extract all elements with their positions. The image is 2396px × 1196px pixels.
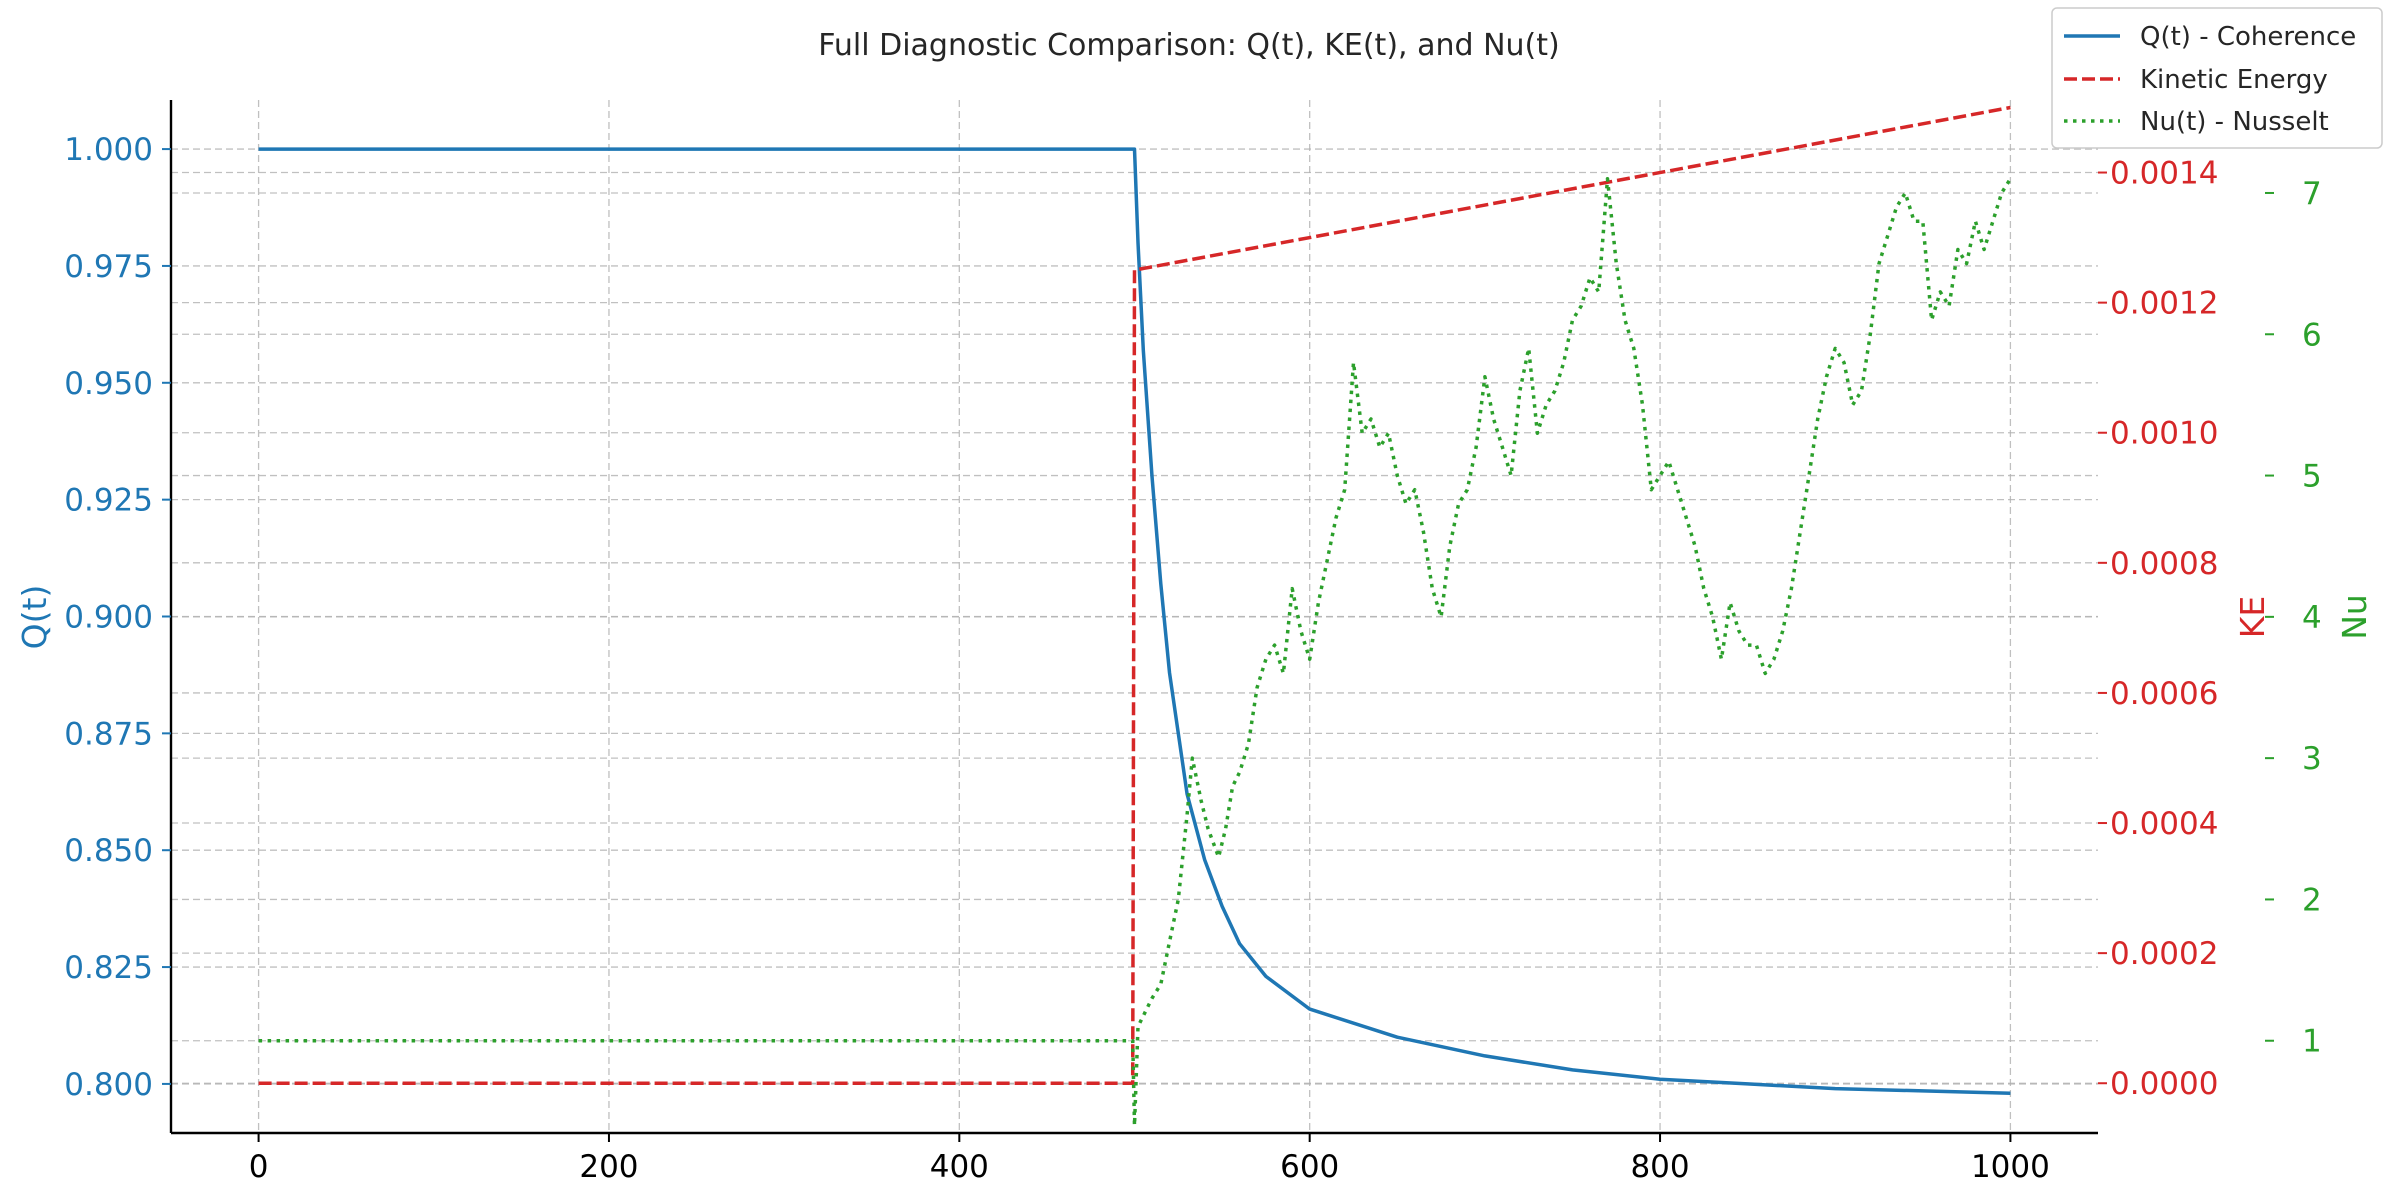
series-line-q xyxy=(258,147,2011,1096)
ke-tick-label: 0.0008 xyxy=(2110,546,2218,582)
series-line-ke xyxy=(258,105,2011,1085)
x-tick-label: 200 xyxy=(579,1149,638,1185)
x-tick-label: 800 xyxy=(1630,1149,1689,1185)
nu-tick-label: 3 xyxy=(2302,741,2322,777)
legend-label-ke: Kinetic Energy xyxy=(2140,65,2328,95)
nu-axis-ticks: 1 2 3 4 5 6 7 xyxy=(2265,176,2322,1060)
nu-tick-label: 2 xyxy=(2302,882,2322,918)
series-layer xyxy=(258,105,2012,1128)
ke-tick-label: 0.0012 xyxy=(2110,286,2218,322)
legend-label-nu: Nu(t) - Nusselt xyxy=(2140,107,2329,137)
ke-tick-label: 0.0006 xyxy=(2110,676,2218,712)
ke-tick-label: 0.0002 xyxy=(2110,936,2218,972)
x-tick-label: 1000 xyxy=(1971,1149,2050,1185)
q-tick-label: 0.975 xyxy=(64,249,153,285)
q-axis-label: Q(t) xyxy=(15,585,54,650)
x-tick-label: 600 xyxy=(1280,1149,1339,1185)
nu-tick-label: 4 xyxy=(2302,600,2322,636)
legend-box xyxy=(2051,7,2383,149)
q-tick-label: 0.900 xyxy=(64,600,153,636)
q-tick-label: 0.925 xyxy=(64,483,153,519)
ke-axis-label: KE xyxy=(2233,596,2272,639)
legend-label-q: Q(t) - Coherence xyxy=(2140,22,2356,52)
ke-tick-label: 0.0014 xyxy=(2110,156,2218,192)
q-tick-label: 0.850 xyxy=(64,833,153,869)
chart-title: Full Diagnostic Comparison: Q(t), KE(t),… xyxy=(818,28,1559,63)
legend: Q(t) - Coherence Kinetic Energy Nu(t) - … xyxy=(2051,7,2383,149)
x-tick-label: 400 xyxy=(930,1149,989,1185)
x-tick-label: 0 xyxy=(249,1149,269,1185)
q-tick-label: 0.950 xyxy=(64,366,153,402)
nu-axis-label: Nu xyxy=(2335,594,2374,640)
nu-tick-label: 7 xyxy=(2302,176,2322,212)
nu-tick-label: 5 xyxy=(2302,459,2322,495)
q-axis-ticks: 0.800 0.825 0.850 0.875 0.900 0.925 0.950 0.975… xyxy=(64,132,171,1103)
q-tick-label: 1.000 xyxy=(64,132,153,168)
ke-tick-label: 0.0004 xyxy=(2110,806,2218,842)
ke-axis-ticks: 0.0000 0.0002 0.0004 0.0006 0.0008 0.0010 0.00… xyxy=(2098,156,2218,1102)
x-axis-ticks: 0 200 400 600 800 1000 xyxy=(249,1133,2050,1185)
q-tick-label: 0.825 xyxy=(64,950,153,986)
ke-tick-label: 0.0000 xyxy=(2110,1066,2218,1102)
series-line-nu xyxy=(258,177,2012,1128)
nu-tick-label: 6 xyxy=(2302,317,2322,353)
nu-tick-label: 1 xyxy=(2302,1024,2322,1060)
q-tick-label: 0.800 xyxy=(64,1067,153,1103)
q-tick-label: 0.875 xyxy=(64,716,153,752)
ke-tick-label: 0.0010 xyxy=(2110,416,2218,452)
